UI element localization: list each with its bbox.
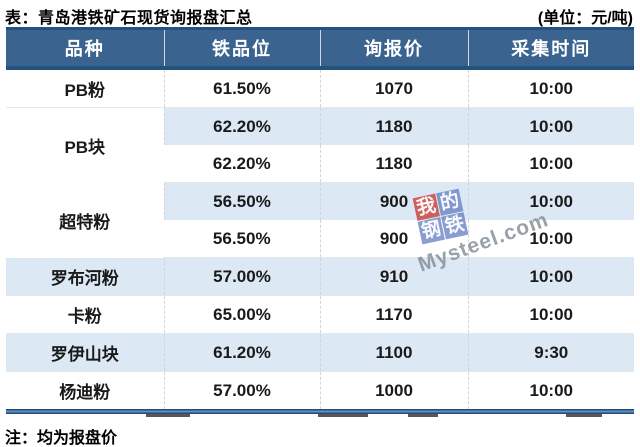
time-cell: 10:00 [467,257,634,296]
variety-cell: 罗布河粉 [6,257,164,296]
table-bottom-border [6,409,634,414]
variety-cell: 卡粉 [6,295,164,334]
table-row: 杨迪粉 57.00% 1000 10:00 [6,371,634,409]
grade-cell: 57.00% [163,257,320,296]
col-header-time: 采集时间 [467,27,634,70]
grade-cell: 57.00% [163,371,320,409]
price-cell: 900 [319,182,468,220]
table-row: 超特粉 56.50% 900 10:00 [6,182,634,258]
quote-table: 品种 铁品位 询报价 采集时间 PB粉 61.50% 1070 10:00 PB… [6,27,634,409]
clipped-text-fragment [146,414,190,417]
clipped-text-fragment [408,414,438,417]
grade-cell: 62.20% [164,145,320,183]
col-header-grade: 铁品位 [163,27,320,70]
time-cell: 10:00 [467,182,634,220]
time-cell: 10:00 [467,295,634,334]
grade-cell: 65.00% [163,295,320,334]
header-row: 品种 铁品位 询报价 采集时间 [6,27,634,70]
clipped-row-remnant [6,414,634,422]
clipped-text-fragment [318,414,368,417]
variety-cell: PB粉 [6,68,164,108]
time-cell: 10:00 [467,371,634,409]
page-title: 表：青岛港铁矿石现货询报盘汇总 [5,10,253,27]
variety-cell: PB块 [6,107,164,183]
table-row: PB粉 61.50% 1070 10:00 [6,68,634,108]
variety-cell: 罗伊山块 [6,333,164,372]
col-header-variety: 品种 [6,27,164,70]
table-row: PB块 62.20% 1180 10:00 [6,107,634,183]
quote-table-wrap: 品种 铁品位 询报价 采集时间 PB粉 61.50% 1070 10:00 PB… [6,27,634,422]
price-cell: 1170 [319,295,468,334]
time-cell: 9:30 [467,333,634,372]
clipped-text-fragment [566,414,602,417]
time-cell: 10:00 [467,107,634,145]
table-row: 罗布河粉 57.00% 910 10:00 [6,257,634,296]
footnote: 注：均为报盘价 [5,430,118,447]
table-row: 罗伊山块 61.20% 1100 9:30 [6,333,634,372]
time-cell: 10:00 [467,145,634,183]
table-row: 62.20% 1180 10:00 [6,145,634,183]
time-cell: 10:00 [467,68,634,108]
price-cell: 910 [319,257,468,296]
price-cell: 1180 [319,107,468,145]
grade-cell: 56.50% [164,220,320,258]
grade-cell: 56.50% [163,182,320,220]
price-cell: 1180 [319,145,468,183]
time-cell: 10:00 [467,220,634,258]
variety-cell: 杨迪粉 [6,371,164,409]
grade-cell: 61.50% [163,68,320,108]
grade-cell: 61.20% [163,333,320,372]
price-cell: 1100 [319,333,468,372]
price-cell: 900 [319,220,468,258]
variety-cell: 超特粉 [6,182,164,258]
price-cell: 1000 [319,371,468,409]
col-header-price: 询报价 [319,27,468,70]
table-row: 卡粉 65.00% 1170 10:00 [6,295,634,334]
price-cell: 1070 [319,68,468,108]
unit-label: (单位：元/吨) [537,10,633,27]
grade-cell: 62.20% [163,107,320,145]
